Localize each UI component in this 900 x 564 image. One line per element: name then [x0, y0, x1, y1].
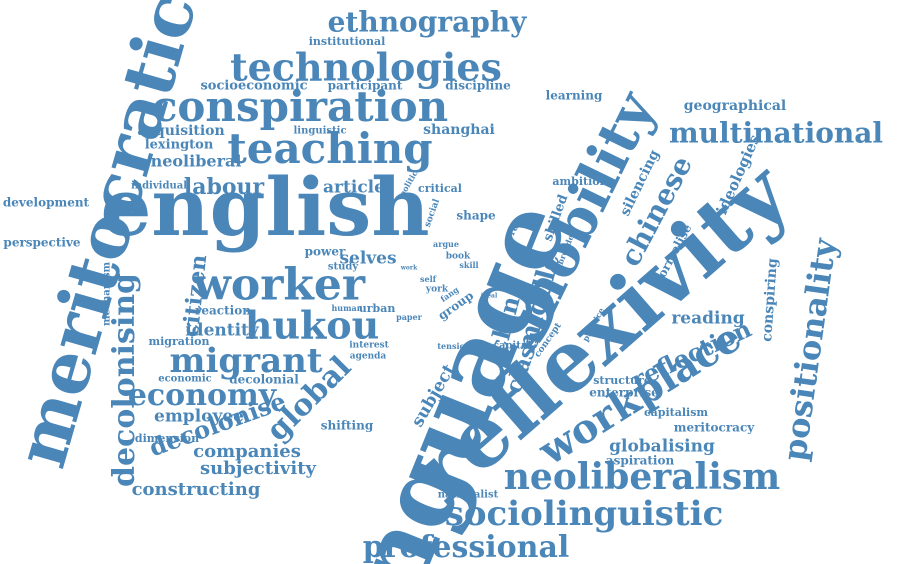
cloud-word-individual: individual — [131, 181, 187, 192]
cloud-word-migration: migration — [148, 335, 209, 348]
cloud-word-migrant: migrant — [169, 341, 322, 381]
cloud-word-human: human — [331, 303, 362, 313]
cloud-word-meritocracy: meritocracy — [674, 421, 755, 435]
cloud-word-linguistic: linguistic — [293, 126, 346, 137]
cloud-word-capital: capital — [493, 341, 531, 352]
cloud-word-shanghai: shanghai — [423, 122, 495, 138]
cloud-word-labour: labour — [184, 174, 265, 200]
cloud-word-book: book — [446, 252, 471, 262]
cloud-word-economy: economy — [128, 378, 278, 413]
cloud-word-urban: urban — [359, 302, 396, 315]
cloud-word-skill: skill — [459, 260, 478, 270]
cloud-word-capitalism: capitalism — [644, 406, 708, 419]
cloud-word-aspiration: aspiration — [606, 454, 675, 468]
cloud-word-ethnography: ethnography — [328, 6, 528, 39]
cloud-word-self: self — [420, 274, 437, 284]
cloud-word-paper: paper — [396, 312, 422, 322]
cloud-word-dimension: dimension — [135, 432, 199, 445]
cloud-word-neoliberal: neoliberal — [151, 152, 242, 171]
cloud-word-constructing: constructing — [132, 479, 261, 500]
cloud-word-worker: worker — [192, 260, 366, 311]
cloud-word-professional: professional — [363, 530, 570, 564]
cloud-word-participant: participant — [328, 79, 403, 93]
cloud-word-technologies: technologies — [230, 45, 502, 90]
cloud-word-english: english — [101, 160, 430, 254]
cloud-word-shape: shape — [456, 209, 496, 223]
cloud-word-tension: tension — [437, 341, 470, 351]
cloud-word-reaction: reaction — [195, 304, 251, 318]
cloud-word-sociolinguistic: sociolinguistic — [445, 494, 724, 534]
cloud-word-development: development — [3, 196, 90, 210]
cloud-word-perspective: perspective — [3, 236, 81, 250]
cloud-word-neoliberalism: neoliberalism — [504, 456, 781, 498]
cloud-word-reading: reading — [671, 309, 744, 329]
cloud-word-multinational: multinational — [669, 117, 883, 150]
cloud-word-decolonial: decolonial — [229, 373, 299, 387]
cloud-word-companies: companies — [193, 441, 301, 462]
cloud-word-mechanism: mechanism — [102, 262, 113, 326]
cloud-word-argue: argue — [433, 239, 459, 249]
cloud-word-power: power — [305, 245, 346, 259]
cloud-word-selves: selves — [339, 249, 396, 269]
cloud-word-positionality: positionality — [775, 235, 844, 463]
cloud-word-identity: identity — [185, 321, 260, 341]
cloud-word-shifting: shifting — [321, 419, 374, 433]
cloud-word-ideal: ideal — [481, 293, 498, 300]
cloud-word-structure: structure — [593, 374, 651, 387]
cloud-word-agenda: agenda — [350, 352, 387, 362]
cloud-word-interest: interest — [349, 341, 389, 351]
cloud-word-work: work — [400, 265, 418, 272]
cloud-word-decolonising: decolonising — [107, 273, 142, 487]
cloud-word-critical: critical — [418, 182, 462, 195]
cloud-word-subjectivity: subjectivity — [200, 458, 316, 479]
cloud-word-enterprise: enterprise — [589, 386, 659, 400]
cloud-word-acquisition: acquisition — [137, 123, 224, 139]
cloud-word-discipline: discipline — [445, 79, 511, 93]
cloud-word-employee: employee — [154, 407, 244, 427]
cloud-word-conspiring: conspiring — [759, 257, 781, 342]
cloud-word-article: article — [323, 178, 385, 198]
cloud-word-york: york — [425, 285, 449, 295]
cloud-word-learning: learning — [546, 89, 603, 103]
cloud-word-conspiration: conspiration — [152, 82, 448, 131]
cloud-word-socioeconomic: socioeconomic — [200, 79, 307, 94]
cloud-word-teaching: teaching — [227, 124, 432, 173]
cloud-word-lexington: lexington — [145, 138, 214, 153]
cloud-word-hukou: hukou — [245, 303, 380, 348]
cloud-word-nationalist: nationalist — [438, 490, 499, 501]
cloud-word-economic: economic — [158, 374, 212, 385]
cloud-word-institutional: institutional — [309, 35, 386, 48]
cloud-word-globalising: globalising — [609, 437, 715, 457]
cloud-word-geographical: geographical — [684, 98, 786, 114]
cloud-word-study: study — [328, 262, 360, 273]
cloud-word-ambition: ambition — [552, 175, 607, 188]
